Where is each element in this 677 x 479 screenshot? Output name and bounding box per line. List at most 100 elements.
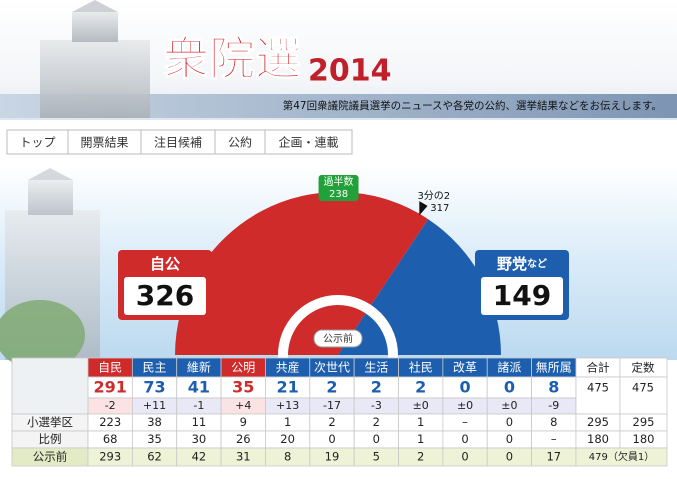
side-label: 野党など [497,255,547,273]
ruling-arc [175,191,429,355]
side-label-main: 野党 [497,255,527,273]
table-text: 35 [232,378,254,397]
table-text: 35 [147,432,162,446]
table-text: +11 [143,399,166,412]
majority-box [318,175,359,201]
title-year: 2014 [308,54,392,89]
table-text: 1 [417,432,424,446]
table-text: -3 [371,399,382,412]
table-text: 0 [461,432,468,446]
table-text: 無所属 [536,360,572,375]
majority-label: 過半数 [324,175,354,188]
table-text: 479（欠員1） [589,450,654,463]
side-seats: 149 [493,279,551,312]
table-text: 0 [461,450,468,464]
table-text: 共産 [276,360,300,375]
side-label-main: 自公 [150,255,180,273]
table-text: 68 [103,432,118,446]
table-text: 0 [459,378,470,397]
nav-label: トップ [19,136,55,150]
table-text: ±0 [457,399,473,412]
table-text: 0 [373,432,380,446]
table-text: 9 [240,415,247,429]
table-text: -2 [105,399,116,412]
table-text: 475 [587,381,609,395]
table-text: 維新 [187,360,211,375]
table-text: 41 [188,378,210,397]
nav-item[interactable] [264,129,353,155]
table-text: 合計 [587,361,610,375]
table-text: 2 [417,450,424,464]
table-text: 73 [143,378,165,397]
table-text: 0 [504,378,515,397]
majority-pointer [333,192,344,201]
result-table: 自民291-2民主73+11維新41-1公明35+4共産21+13次世代2-17… [11,357,668,467]
table-text: 公明 [231,361,255,375]
table-text: 0 [506,432,513,446]
building-left [0,168,100,370]
table-text: 17 [546,450,561,464]
side-label: 自公 [150,255,180,273]
side-seats: 326 [136,279,194,312]
table-text: 1 [284,415,291,429]
table-text: ±0 [501,399,517,412]
table-text: 2 [326,378,337,397]
table-text: 0 [506,415,513,429]
table-text: -1 [193,399,204,412]
nav-item[interactable] [6,129,69,155]
table-text: 38 [147,415,162,429]
table-text: 自民 [98,361,122,375]
table-text: 180 [633,432,655,446]
table-text: 11 [192,415,207,429]
table-text: 0 [328,432,335,446]
table-text: 19 [325,450,340,464]
title: 衆院選 [163,32,301,86]
table-text: 21 [276,378,298,397]
table-text: 8 [550,415,557,429]
nav-label: 開票結果 [80,136,128,150]
table-text: -9 [548,399,559,412]
table-text: 諸派 [497,360,521,375]
table-text: 223 [99,415,121,429]
table-text: 定数 [632,361,655,375]
table-text: 291 [93,378,126,397]
table-text: 小選挙区 [27,415,73,429]
table-text: 生活 [364,361,388,375]
table-text: +4 [235,399,251,412]
table-text: 2 [371,378,382,397]
side-inner [481,277,563,315]
table-text: 1 [417,415,424,429]
table-text: 改革 [453,361,477,375]
two-thirds-flag [419,201,428,216]
table-text: 5 [373,450,380,464]
table-text: -17 [323,399,341,412]
table-text: 0 [506,450,513,464]
table-text: – [462,415,468,429]
two-thirds-label: 3分の2 [417,190,450,202]
table-cell [575,447,668,467]
side-label-suffix: など [527,257,547,270]
subtitle: 第47回衆議院議員選挙のニュースや各党の公約、選挙結果などをお伝えします。 [283,99,662,112]
building [40,0,150,118]
table-text: 2 [373,415,380,429]
table-text: 2 [328,415,335,429]
nav-label: 企画・連載 [278,135,338,150]
table-text: 民主 [143,361,167,375]
table-text: 293 [99,450,121,464]
before-pill [313,329,363,348]
table-text: 次世代 [314,361,350,375]
table-cell [575,376,621,415]
majority-value: 238 [329,189,348,200]
table-text: – [551,432,557,446]
table-text: 180 [587,432,609,446]
table-text: 295 [633,415,655,429]
nav-item[interactable] [214,129,266,155]
table-cell [619,376,668,415]
table-text: 42 [192,450,207,464]
table-text: 31 [236,450,251,464]
nav-label: 注目候補 [154,135,202,150]
table-text: 295 [587,415,609,429]
two-thirds-value: 317 [430,203,449,214]
nav-label: 公約 [228,135,252,150]
table-text: 2 [415,378,426,397]
